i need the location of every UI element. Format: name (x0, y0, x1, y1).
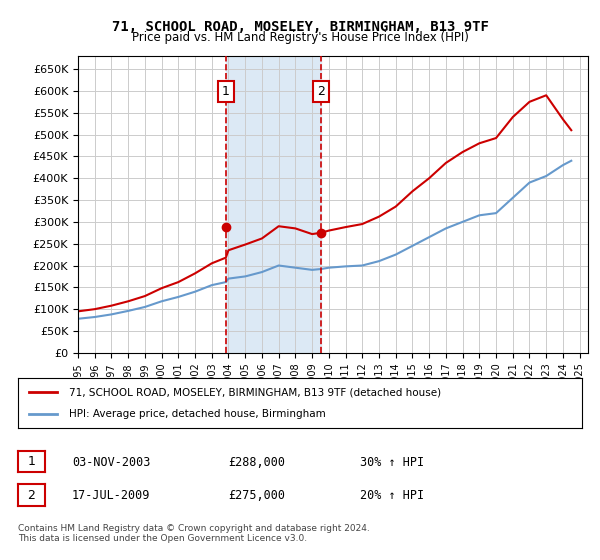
Text: 1: 1 (222, 85, 230, 98)
Text: £275,000: £275,000 (228, 489, 285, 502)
Text: 30% ↑ HPI: 30% ↑ HPI (360, 455, 424, 469)
Text: 20% ↑ HPI: 20% ↑ HPI (360, 489, 424, 502)
Text: 71, SCHOOL ROAD, MOSELEY, BIRMINGHAM, B13 9TF: 71, SCHOOL ROAD, MOSELEY, BIRMINGHAM, B1… (112, 20, 488, 34)
Text: 03-NOV-2003: 03-NOV-2003 (72, 455, 151, 469)
Bar (226, 56, 321, 353)
Text: 1: 1 (28, 455, 35, 468)
Text: 17-JUL-2009: 17-JUL-2009 (72, 489, 151, 502)
Text: Price paid vs. HM Land Registry's House Price Index (HPI): Price paid vs. HM Land Registry's House … (131, 31, 469, 44)
Text: 2: 2 (317, 85, 325, 98)
Text: HPI: Average price, detached house, Birmingham: HPI: Average price, detached house, Birm… (69, 409, 326, 419)
Text: 2: 2 (28, 488, 35, 502)
Text: Contains HM Land Registry data © Crown copyright and database right 2024.
This d: Contains HM Land Registry data © Crown c… (18, 524, 370, 543)
Text: 71, SCHOOL ROAD, MOSELEY, BIRMINGHAM, B13 9TF (detached house): 71, SCHOOL ROAD, MOSELEY, BIRMINGHAM, B1… (69, 387, 441, 397)
Text: £288,000: £288,000 (228, 455, 285, 469)
